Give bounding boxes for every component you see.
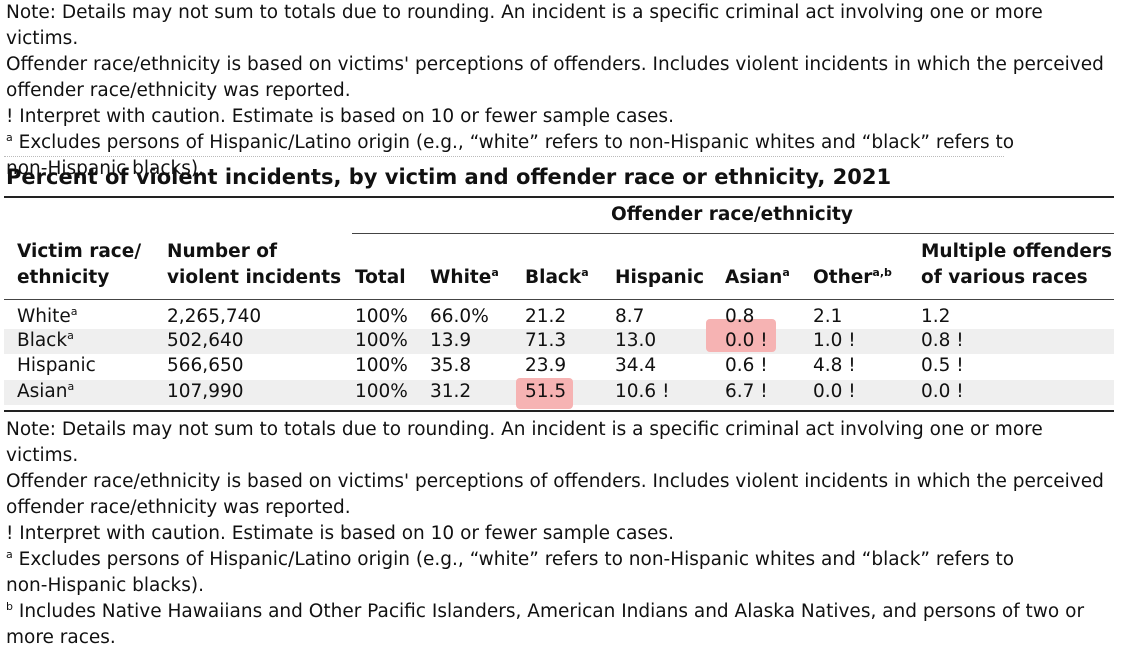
footnote-a-text: Excludes persons of Hispanic/Latino orig… [18, 549, 1015, 570]
header-white: Whitea [430, 267, 499, 289]
caution-note: ! Interpret with caution. Estimate is ba… [6, 523, 674, 544]
cell-other: 2.1 [813, 306, 843, 327]
footnote-a-marker: a [6, 130, 13, 144]
cell-black: 23.9 [525, 355, 567, 376]
cell-hispanic: 8.7 [615, 306, 645, 327]
cell-multiple: 0.5 ! [921, 355, 964, 376]
row-band [4, 329, 1114, 354]
row-black-victim: Blacka [17, 330, 74, 352]
cell-multiple: 0.8 ! [921, 330, 964, 351]
footnote-a-text: Excludes persons of Hispanic/Latino orig… [18, 132, 1015, 153]
cell-number: 107,990 [167, 381, 244, 402]
header-victim: Victim race/ [17, 241, 142, 262]
header-asian: Asiana [725, 267, 790, 289]
highlight-black-victim-asian-offender [706, 319, 776, 352]
cell-asian: 6.7 ! [725, 381, 768, 402]
spanner-header: Offender race/ethnicity [611, 204, 853, 225]
table-bottom-rule [4, 410, 1114, 412]
note-line: Offender race/ethnicity is based on vict… [6, 471, 1104, 492]
header-asian-label: Asian [725, 267, 783, 288]
footnote-a-continued: non-Hispanic blacks). [6, 158, 204, 179]
victim-sup: a [70, 304, 78, 318]
top-notes: Note: Details may not sum to totals due … [6, 0, 1118, 182]
spanner-rule [352, 233, 1114, 234]
victim-sup: a [67, 328, 74, 342]
header-hispanic: Hispanic [615, 267, 705, 288]
header-black-label: Black [525, 267, 582, 288]
cell-number: 566,650 [167, 355, 244, 376]
row-white-victim: Whitea [17, 306, 78, 328]
cell-other: 0.0 ! [813, 381, 856, 402]
cell-hispanic: 10.6 ! [615, 381, 670, 402]
cell-number: 2,265,740 [167, 306, 262, 327]
divider [4, 156, 1004, 157]
cell-number: 502,640 [167, 330, 244, 351]
cell-total: 100% [355, 330, 408, 351]
row-asian-victim: Asiana [17, 381, 74, 403]
footnote-a-marker: a [6, 547, 13, 561]
cell-black: 51.5 [525, 381, 567, 402]
header-other-sup: a,b [872, 265, 892, 279]
cell-multiple: 0.0 ! [921, 381, 964, 402]
cell-total: 100% [355, 306, 408, 327]
cell-other: 1.0 ! [813, 330, 856, 351]
footnote-b-text: Includes Native Hawaiians and Other Paci… [18, 601, 1085, 622]
victim-label: White [17, 306, 71, 327]
caution-note: ! Interpret with caution. Estimate is ba… [6, 106, 674, 127]
header-black-sup: a [581, 265, 589, 279]
victim-label: Black [17, 330, 68, 351]
note-line: Note: Details may not sum to totals due … [6, 2, 1043, 49]
cell-hispanic: 13.0 [615, 330, 657, 351]
table-title: Percent of violent incidents, by victim … [6, 165, 892, 189]
header-black: Blacka [525, 267, 589, 289]
victim-label: Asian [17, 381, 68, 402]
header-number: Number of [167, 241, 278, 262]
cell-other: 4.8 ! [813, 355, 856, 376]
footnote-a: a Excludes persons of Hispanic/Latino or… [6, 130, 1118, 156]
note-line: Note: Details may not sum to totals due … [6, 419, 1043, 466]
row-hispanic-victim: Hispanic [17, 355, 96, 377]
cell-hispanic: 34.4 [615, 355, 657, 376]
cell-multiple: 1.2 [921, 306, 951, 327]
cell-total: 100% [355, 381, 408, 402]
footnote-b-continued: more races. [6, 627, 116, 648]
header-other: Othera,b [813, 267, 892, 289]
footnote-a-continued: non-Hispanic blacks). [6, 575, 204, 596]
header-multiple-2: of various races [921, 267, 1088, 288]
header-white-sup: a [491, 265, 499, 279]
cell-asian: 0.0 ! [725, 330, 768, 351]
note-line: offender race/ethnicity was reported. [6, 80, 351, 101]
header-number-2: violent incidents [167, 267, 342, 288]
cell-total: 100% [355, 355, 408, 376]
note-line: Offender race/ethnicity is based on vict… [6, 54, 1104, 75]
header-white-label: White [430, 267, 492, 288]
header-multiple: Multiple offenders [921, 241, 1113, 262]
cell-asian: 0.6 ! [725, 355, 768, 376]
cell-white: 31.2 [430, 381, 472, 402]
header-victim-2: ethnicity [17, 267, 110, 288]
cell-white: 13.9 [430, 330, 472, 351]
cell-white: 66.0% [430, 306, 489, 327]
cell-white: 35.8 [430, 355, 472, 376]
victim-sup: a [67, 379, 75, 393]
header-other-label: Other [813, 267, 873, 288]
header-asian-sup: a [782, 265, 790, 279]
table-top-rule [4, 196, 1114, 198]
header-bottom-rule [4, 299, 1114, 300]
bottom-notes: Note: Details may not sum to totals due … [6, 417, 1118, 651]
note-line: offender race/ethnicity was reported. [6, 497, 351, 518]
cell-black: 21.2 [525, 306, 567, 327]
footnote-b-marker: b [6, 599, 13, 613]
cell-asian: 0.8 [725, 306, 755, 327]
highlight-asian-victim-black-offender [516, 378, 573, 409]
footnote-b: b Includes Native Hawaiians and Other Pa… [6, 599, 1118, 625]
victim-label: Hispanic [17, 355, 96, 376]
header-total: Total [355, 267, 406, 288]
footnote-a: a Excludes persons of Hispanic/Latino or… [6, 547, 1118, 573]
cell-black: 71.3 [525, 330, 567, 351]
